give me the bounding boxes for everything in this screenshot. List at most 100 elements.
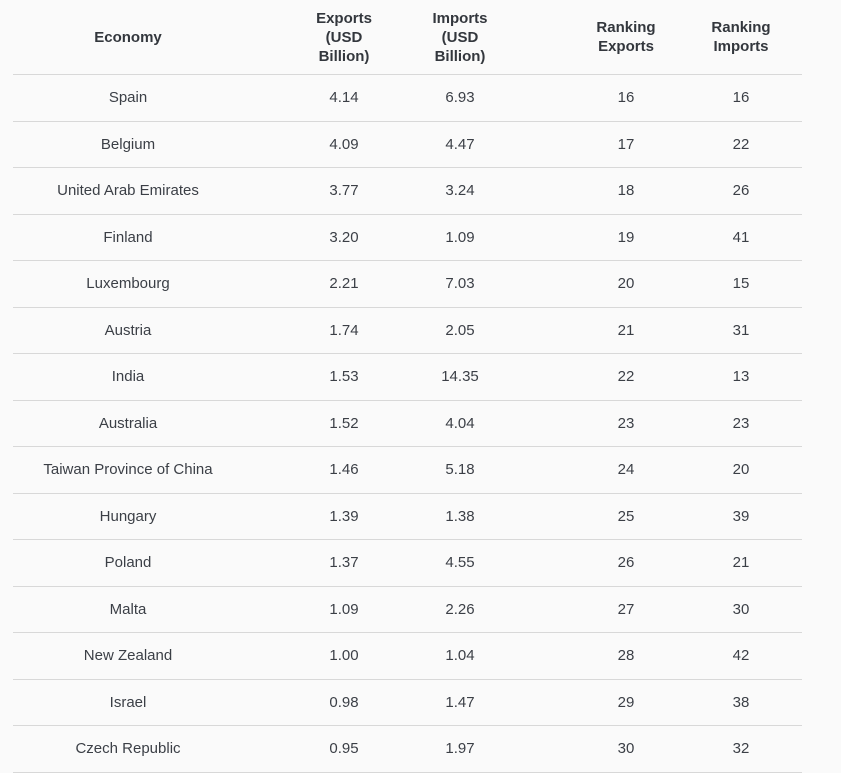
cell-economy: Finland	[103, 228, 153, 246]
cell-imports: 5.18	[445, 461, 475, 479]
cell-ranking-imports: 38	[732, 693, 750, 711]
table-row: Hungary 1.39 1.38 25 39	[13, 492, 802, 540]
cell-ranking-imports: 20	[732, 461, 750, 479]
cell-exports: 2.21	[329, 275, 359, 293]
cell-economy: Luxembourg	[86, 275, 170, 293]
cell-exports: 3.20	[329, 228, 359, 246]
cell-economy: Israel	[109, 693, 147, 711]
table-row: India 1.53 14.35 22 13	[13, 353, 802, 400]
cell-ranking-imports: 16	[732, 89, 750, 107]
table-header-row: Economy Exports (USD Billion) Imports (U…	[13, 0, 802, 74]
cell-ranking-imports: 26	[732, 182, 750, 200]
cell-imports: 4.04	[445, 414, 475, 432]
cell-imports: 1.04	[445, 647, 475, 665]
table-row: Spain 4.14 6.93 16 16	[13, 74, 802, 121]
cell-imports: 2.26	[445, 600, 475, 618]
cell-economy: Poland	[104, 554, 152, 572]
header-cell-imports: Imports (USD Billion)	[403, 0, 573, 74]
cell-economy: Australia	[98, 414, 158, 432]
cell-ranking-imports: 30	[732, 600, 750, 618]
cell-imports: 14.35	[441, 368, 479, 386]
cell-imports: 4.55	[445, 554, 475, 572]
cell-economy: Belgium	[100, 135, 156, 153]
cell-ranking-exports: 18	[617, 182, 635, 200]
table-row: New Zealand 1.00 1.04 28 42	[13, 632, 802, 679]
table-row: Luxembourg 2.21 7.03 20 15	[13, 260, 802, 307]
cell-economy: India	[111, 368, 145, 386]
cell-ranking-exports: 25	[617, 507, 635, 525]
cell-exports: 0.95	[329, 740, 359, 758]
economy-trade-table: Economy Exports (USD Billion) Imports (U…	[13, 0, 802, 773]
cell-ranking-exports: 23	[617, 414, 635, 432]
cell-ranking-exports: 20	[617, 275, 635, 293]
cell-exports: 1.52	[329, 414, 359, 432]
header-label-ranking-exports: Ranking Exports	[596, 19, 656, 55]
table-row: Poland 1.37 4.55 26 21	[13, 539, 802, 586]
cell-exports: 1.53	[329, 368, 359, 386]
cell-economy: United Arab Emirates	[57, 182, 199, 200]
cell-imports: 1.97	[445, 740, 475, 758]
table-row: United Arab Emirates 3.77 3.24 18 26	[13, 167, 802, 214]
cell-ranking-exports: 21	[617, 321, 635, 339]
cell-ranking-exports: 27	[617, 600, 635, 618]
cell-exports: 1.46	[329, 461, 359, 479]
cell-imports: 1.38	[445, 507, 475, 525]
header-cell-ranking-exports: Ranking Exports	[573, 0, 693, 74]
cell-ranking-imports: 22	[732, 135, 750, 153]
cell-exports: 4.14	[329, 89, 359, 107]
cell-economy: Hungary	[99, 507, 157, 525]
table-row: Australia 1.52 4.04 23 23	[13, 399, 802, 447]
cell-ranking-exports: 17	[617, 135, 635, 153]
cell-imports: 7.03	[445, 275, 475, 293]
cell-exports: 1.39	[329, 507, 359, 525]
cell-ranking-exports: 16	[617, 89, 635, 107]
table-row: Czech Republic 0.95 1.97 30 32	[13, 725, 802, 773]
table-row: Austria 1.74 2.05 21 31	[13, 306, 802, 354]
header-cell-economy: Economy	[13, 0, 243, 74]
table-row: Belgium 4.09 4.47 17 22	[13, 120, 802, 168]
cell-exports: 1.00	[329, 647, 359, 665]
header-label-exports: Exports (USD Billion)	[316, 9, 372, 65]
cell-economy: Malta	[109, 600, 147, 618]
cell-ranking-imports: 41	[732, 228, 750, 246]
cell-ranking-exports: 26	[617, 554, 635, 572]
cell-economy: Czech Republic	[75, 740, 181, 758]
header-cell-ranking-imports: Ranking Imports	[693, 0, 802, 74]
cell-economy: New Zealand	[83, 647, 173, 665]
cell-economy: Austria	[104, 321, 152, 339]
cell-exports: 4.09	[329, 135, 359, 153]
header-label-economy: Economy	[94, 28, 162, 46]
cell-ranking-exports: 24	[617, 461, 635, 479]
cell-imports: 6.93	[445, 89, 475, 107]
cell-ranking-exports: 19	[617, 228, 635, 246]
cell-economy: Spain	[108, 89, 148, 107]
cell-ranking-exports: 29	[617, 693, 635, 711]
table-row: Malta 1.09 2.26 27 30	[13, 585, 802, 633]
cell-ranking-imports: 39	[732, 507, 750, 525]
cell-exports: 1.74	[329, 321, 359, 339]
cell-imports: 1.09	[445, 228, 475, 246]
cell-ranking-exports: 22	[617, 368, 635, 386]
cell-exports: 1.37	[329, 554, 359, 572]
header-label-ranking-imports: Ranking Imports	[711, 19, 771, 55]
cell-economy: Taiwan Province of China	[43, 461, 213, 479]
cell-ranking-imports: 13	[732, 368, 750, 386]
cell-exports: 1.09	[329, 600, 359, 618]
cell-ranking-imports: 21	[732, 554, 750, 572]
cell-ranking-exports: 28	[617, 647, 635, 665]
cell-ranking-imports: 42	[732, 647, 750, 665]
header-label-imports: Imports (USD Billion)	[432, 9, 488, 65]
table-row: Taiwan Province of China 1.46 5.18 24 20	[13, 446, 802, 493]
cell-ranking-imports: 32	[732, 740, 750, 758]
cell-imports: 1.47	[445, 693, 475, 711]
cell-ranking-imports: 23	[732, 414, 750, 432]
cell-imports: 3.24	[445, 182, 475, 200]
cell-imports: 2.05	[445, 321, 475, 339]
table-row: Finland 3.20 1.09 19 41	[13, 213, 802, 261]
cell-ranking-exports: 30	[617, 740, 635, 758]
table-body: Spain 4.14 6.93 16 16 Belgium 4.09 4.47 …	[13, 74, 802, 773]
cell-ranking-imports: 15	[732, 275, 750, 293]
table-row: Israel 0.98 1.47 29 38	[13, 678, 802, 726]
cell-ranking-imports: 31	[732, 321, 750, 339]
header-cell-exports: Exports (USD Billion)	[243, 0, 403, 74]
